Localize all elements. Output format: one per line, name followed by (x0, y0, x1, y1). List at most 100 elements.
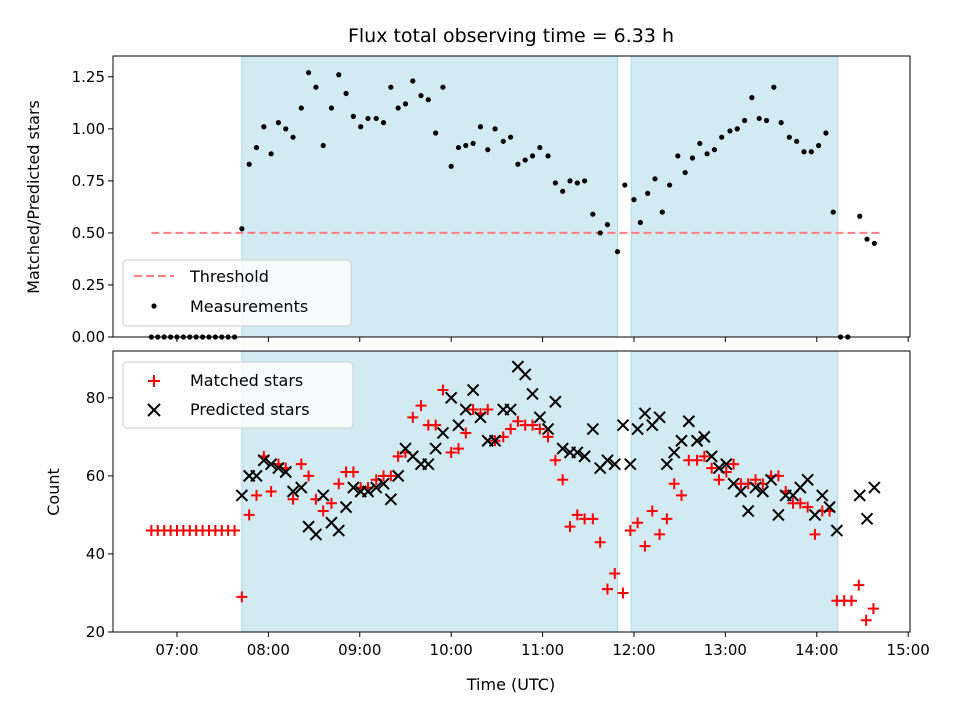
predicted-star-point (756, 485, 770, 498)
measurement-point (871, 240, 877, 246)
top-axes-frame (112, 55, 911, 338)
legend-measurements-swatch (151, 303, 157, 309)
measurement-point (388, 84, 394, 90)
measurement-point (741, 117, 748, 124)
bottom-legend: Matched stars Predicted stars (122, 361, 354, 429)
matched-star-point (601, 583, 613, 595)
predicted-star-point (519, 368, 532, 381)
measurement-point (808, 149, 814, 155)
measurement-point (734, 126, 740, 132)
measurement-point (358, 124, 364, 130)
matched-star-point (392, 450, 404, 462)
matched-star-point (809, 528, 821, 540)
matched-star-point (853, 579, 865, 591)
top-legend-box (122, 259, 352, 327)
predicted-star-point (309, 528, 323, 541)
matched-star-point (295, 458, 307, 470)
observing-interval-1 (630, 55, 839, 338)
measurement-point (350, 113, 356, 119)
predicted-star-point (361, 485, 375, 498)
matched-star-point (646, 505, 658, 517)
measurement-point (492, 126, 498, 132)
measurement-point (380, 120, 387, 126)
measurement-point (410, 78, 416, 84)
measurement-point (560, 188, 566, 194)
measurement-point (290, 134, 296, 140)
matched-star-point (571, 509, 583, 521)
matched-star-point (698, 450, 710, 462)
predicted-star-point (860, 512, 874, 526)
matched-star-point (534, 423, 546, 435)
matched-star-point (236, 591, 248, 603)
top-y-axis-label: Matched/Predicted stars (24, 100, 43, 294)
predicted-star-point (638, 407, 652, 420)
matched-star-point (542, 431, 554, 443)
measurement-point (614, 249, 621, 255)
matched-star-point (594, 536, 606, 548)
matched-star-point (609, 567, 621, 579)
measurement-point (823, 130, 829, 136)
predicted-star-point (250, 469, 263, 483)
matched-star-point (430, 419, 442, 431)
predicted-star-point (235, 489, 249, 502)
measurement-point (778, 120, 784, 126)
bottom-y-ticks: 20 40 60 80 (86, 389, 113, 641)
measurement-point (448, 163, 454, 169)
matched-star-point (617, 587, 629, 599)
predicted-star-point (526, 387, 539, 401)
predicted-star-point (541, 422, 555, 436)
measurement-point (749, 95, 755, 101)
predicted-star-point (422, 457, 435, 471)
measurement-point (275, 120, 282, 126)
predicted-star-point (705, 450, 718, 463)
measurement-point (246, 161, 252, 167)
top-legend: Threshold Measurements (122, 259, 352, 327)
matched-star-point (265, 486, 277, 497)
matched-star-point (250, 489, 262, 501)
matched-star-point (654, 528, 666, 540)
predicted-star-point (667, 446, 681, 459)
measurement-point (727, 128, 733, 134)
measurement-point (455, 144, 462, 151)
matched-star-point (527, 419, 539, 431)
measurement-point (425, 97, 431, 103)
predicted-star-point (370, 481, 383, 494)
measurement-point (298, 105, 304, 111)
x-axis-label: Time (UTC) (466, 675, 555, 694)
measurement-point (373, 115, 379, 122)
top-y-ticks: 0.00 0.25 0.50 0.75 1.00 1.25 (72, 68, 113, 346)
measurement-point (604, 222, 611, 228)
predicted-star-point (272, 461, 285, 475)
predicted-star-point (601, 454, 614, 467)
predicted-star-point (764, 473, 778, 486)
measurement-point (365, 115, 371, 122)
measurement-point (857, 213, 863, 219)
matched-star-point (624, 525, 636, 537)
measurement-point (470, 140, 476, 147)
predicted-star-point (391, 469, 405, 483)
predicted-star-point (504, 403, 517, 416)
matched-star-point (728, 458, 740, 470)
measurement-point (652, 176, 658, 182)
predicted-star-point (257, 454, 271, 467)
matched-star-point (482, 404, 494, 416)
x-tick-label: 11:00 (521, 641, 564, 659)
matched-star-point (587, 513, 599, 525)
measurement-point (537, 144, 543, 151)
measurement-point (477, 124, 484, 130)
predicted-star-point (624, 457, 637, 471)
measurement-point (667, 182, 673, 188)
measurement-point (268, 151, 274, 157)
matched-star-point (564, 521, 576, 533)
matched-star-point (437, 384, 449, 396)
x-tick-label: 10:00 (430, 641, 473, 659)
matched-star-point (794, 497, 806, 509)
matched-star-point (639, 540, 651, 552)
measurement-point (816, 142, 822, 149)
predicted-star-point (466, 383, 480, 397)
y-tick-label: 0.50 (72, 224, 105, 242)
matched-star-point (445, 446, 457, 458)
predicted-star-point (459, 403, 473, 416)
measurement-point (675, 153, 681, 159)
predicted-star-point (675, 434, 688, 447)
